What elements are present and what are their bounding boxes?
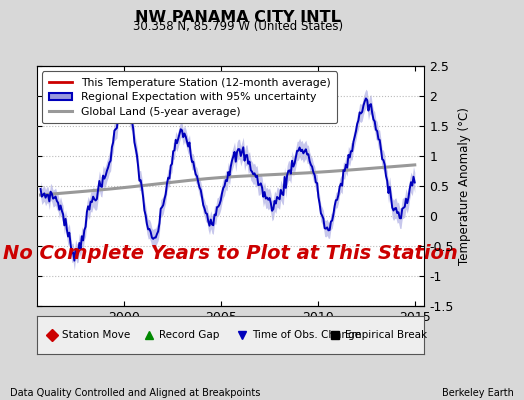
Text: 30.358 N, 85.799 W (United States): 30.358 N, 85.799 W (United States) <box>133 20 344 33</box>
Text: Data Quality Controlled and Aligned at Breakpoints: Data Quality Controlled and Aligned at B… <box>10 388 261 398</box>
Text: Berkeley Earth: Berkeley Earth <box>442 388 514 398</box>
Y-axis label: Temperature Anomaly (°C): Temperature Anomaly (°C) <box>458 107 471 265</box>
Text: NW PANAMA CITY INTL: NW PANAMA CITY INTL <box>136 10 341 25</box>
Text: No Complete Years to Plot at This Station: No Complete Years to Plot at This Statio… <box>3 244 458 263</box>
Text: Record Gap: Record Gap <box>159 330 219 340</box>
Text: Station Move: Station Move <box>62 330 130 340</box>
Text: Time of Obs. Change: Time of Obs. Change <box>252 330 361 340</box>
Text: Empirical Break: Empirical Break <box>345 330 427 340</box>
Legend: This Temperature Station (12-month average), Regional Expectation with 95% uncer: This Temperature Station (12-month avera… <box>42 72 337 123</box>
